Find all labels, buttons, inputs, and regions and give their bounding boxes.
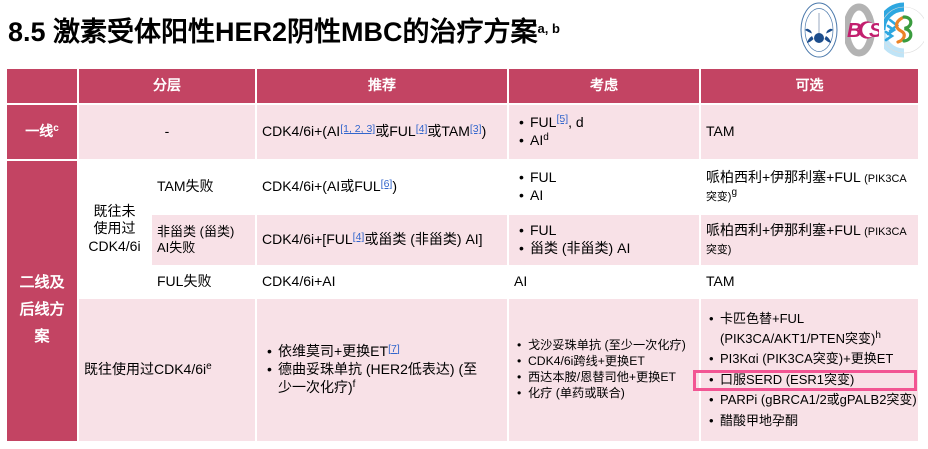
svg-text:S: S [869,20,879,42]
